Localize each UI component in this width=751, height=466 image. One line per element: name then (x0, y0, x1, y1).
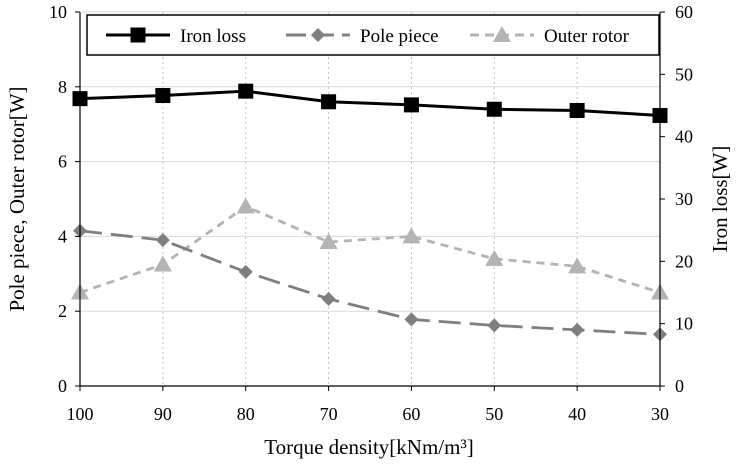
y-axis-left-title: Pole piece, Outer rotor[W] (5, 86, 29, 311)
legend-label-outer-rotor: Outer rotor (544, 26, 630, 47)
x-tick-label: 60 (402, 404, 420, 424)
y-right-tick-label: 50 (675, 64, 693, 84)
y-right-tick-label: 20 (675, 251, 693, 271)
legend-box (86, 14, 660, 56)
data-point-iron-loss (569, 102, 585, 118)
data-point-pole-piece (155, 233, 170, 248)
y-left-tick-label: 0 (58, 376, 67, 396)
x-tick-label: 90 (154, 404, 172, 424)
series-line-outer-rotor (79, 204, 661, 294)
x-tick-label: 30 (651, 404, 669, 424)
legend-marker-outer-rotor (493, 26, 511, 42)
y-left-tick-label: 8 (58, 77, 67, 97)
y-right-tick-label: 30 (675, 189, 693, 209)
x-tick-label: 50 (485, 404, 503, 424)
data-point-iron-loss (403, 97, 419, 113)
y-left-tick-label: 10 (49, 2, 67, 22)
grid (80, 12, 660, 386)
series-line-pole-piece (79, 229, 661, 336)
data-point-outer-rotor (319, 233, 338, 250)
x-tick-label: 100 (67, 404, 94, 424)
y-axis-right-title: Iron loss[W] (708, 146, 732, 253)
y-right-tick-label: 0 (675, 376, 684, 396)
data-point-iron-loss (486, 101, 502, 117)
data-point-outer-rotor (402, 227, 421, 244)
x-tick-label: 40 (568, 404, 586, 424)
x-axis-title: Torque density[kNm/m³] (264, 435, 474, 459)
data-point-pole-piece (404, 312, 419, 327)
data-point-pole-piece (570, 322, 585, 337)
y-left-tick-label: 2 (58, 301, 67, 321)
legend: Iron loss Pole piece Outer rotor (86, 14, 660, 56)
y-right-tick-label: 10 (675, 314, 693, 334)
legend-label-iron-loss: Iron loss (180, 26, 246, 47)
legend-marker-iron-loss (130, 27, 146, 43)
data-point-pole-piece (321, 291, 336, 306)
data-point-pole-piece (487, 318, 502, 333)
data-point-iron-loss (321, 94, 337, 110)
x-tick-label: 70 (320, 404, 338, 424)
legend-label-pole-piece: Pole piece (360, 26, 439, 47)
x-tick-label: 80 (237, 404, 255, 424)
data-point-outer-rotor (236, 197, 255, 214)
y-right-tick-label: 60 (675, 2, 693, 22)
data-point-outer-rotor (485, 249, 504, 266)
data-point-pole-piece (238, 264, 253, 279)
y-left-tick-label: 4 (58, 226, 67, 246)
series-line-iron-loss (79, 89, 661, 117)
data-point-iron-loss (155, 88, 171, 104)
data-point-iron-loss (238, 83, 254, 99)
legend-marker-pole-piece (311, 28, 325, 42)
y-left-tick-label: 6 (58, 152, 67, 172)
data-point-outer-rotor (568, 257, 587, 274)
series-layer (71, 83, 669, 342)
y-right-tick-label: 40 (675, 127, 693, 147)
data-point-outer-rotor (153, 255, 172, 272)
